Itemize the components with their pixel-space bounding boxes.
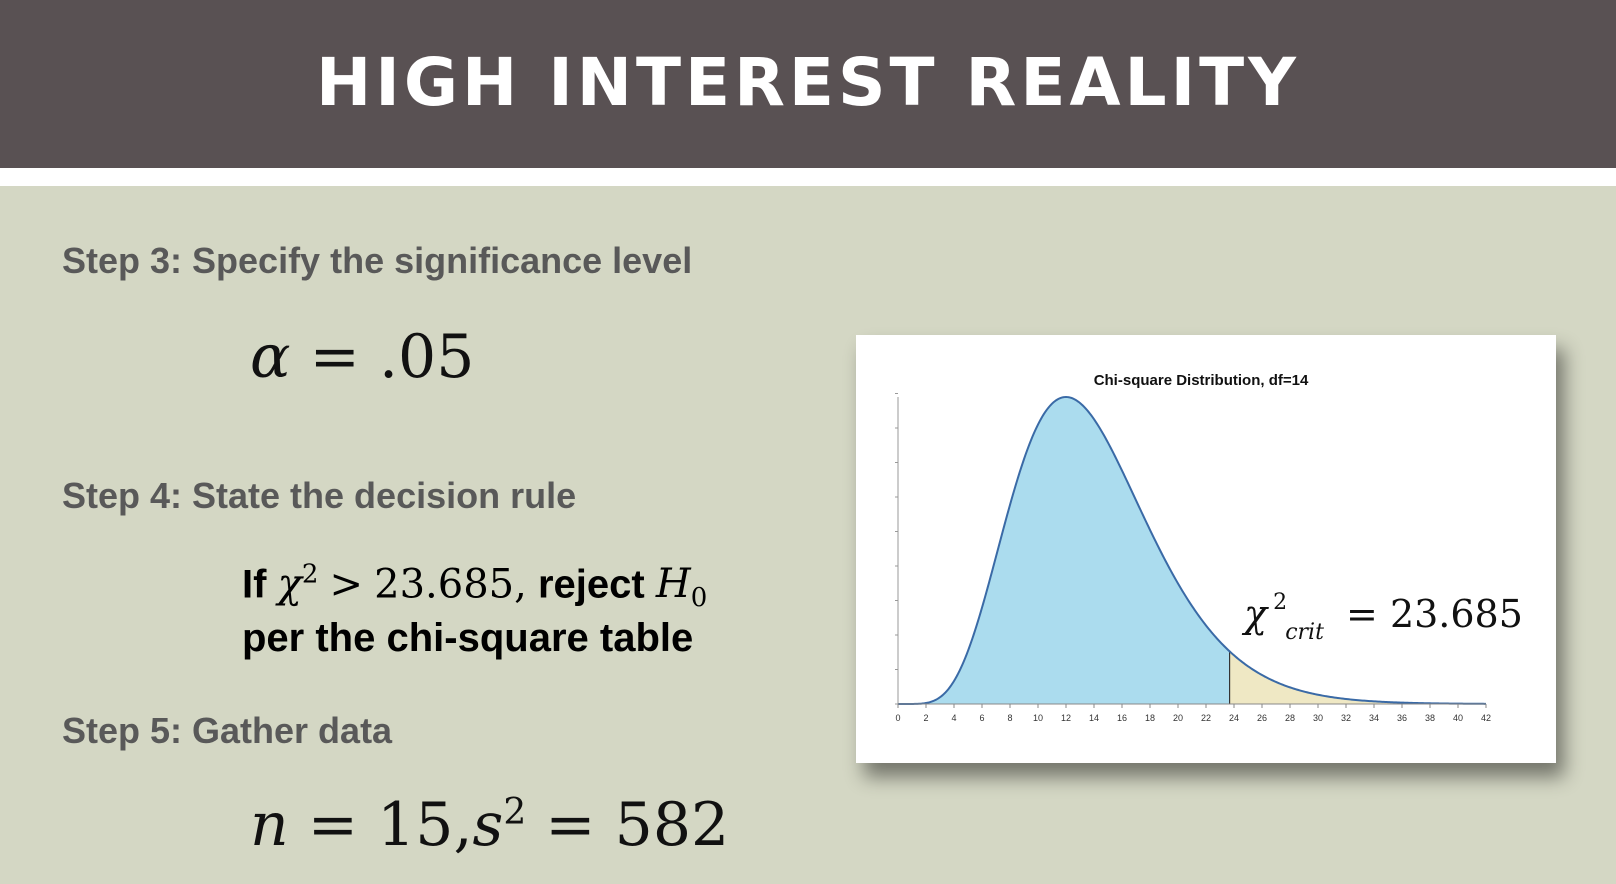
x-tick-label: 24	[1229, 713, 1239, 723]
density-curve	[898, 395, 1487, 705]
gather-eq-2: =	[545, 790, 596, 860]
decision-chi: χ	[277, 561, 302, 608]
annotation-sub: crit	[1285, 620, 1324, 645]
x-tick-label: 10	[1033, 713, 1043, 723]
x-tick-label: 34	[1369, 713, 1379, 723]
x-tick-label: 36	[1397, 713, 1407, 723]
area-body	[898, 397, 1230, 704]
x-tick-label: 8	[1007, 713, 1012, 723]
decision-prefix: If	[242, 562, 267, 607]
x-tick-label: 28	[1285, 713, 1295, 723]
x-tick-label: 14	[1089, 713, 1099, 723]
gather-s-value: 582	[614, 790, 730, 860]
gather-s-sup: 2	[503, 792, 527, 833]
alpha-value: .05	[378, 322, 475, 392]
annotation-chi: χ	[1241, 592, 1269, 636]
x-tick-label: 16	[1117, 713, 1127, 723]
chart-panel: Chi-square Distribution, df=14 0 2 4 6 8 10 12…	[856, 335, 1556, 763]
step-3-label: Step 3: Specify the significance level	[62, 240, 693, 281]
decision-value: 23.685,	[374, 561, 527, 608]
alpha-symbol: α	[250, 322, 291, 392]
gather-eq-1: =	[307, 790, 359, 860]
gather-n: n	[250, 790, 289, 860]
alpha-equals: =	[309, 322, 360, 392]
x-tick-label: 42	[1481, 713, 1491, 723]
step-4-label: Step 4: State the decision rule	[62, 475, 577, 516]
alpha-equation: α = .05	[250, 322, 474, 392]
x-tick-label: 2	[923, 713, 928, 723]
x-tick-label: 6	[979, 713, 984, 723]
decision-rule-line-2: per the chi-square table	[242, 616, 694, 660]
gather-n-value: 15,	[377, 790, 473, 860]
x-tick-label: 30	[1313, 713, 1323, 723]
x-tick-label: 0	[895, 713, 900, 723]
chi-square-chart: Chi-square Distribution, df=14 0 2 4 6 8 10 12…	[895, 372, 1523, 723]
header-bar: HIGH INTEREST REALITY	[0, 0, 1616, 168]
x-tick-label: 18	[1145, 713, 1155, 723]
x-tick-label: 22	[1201, 713, 1211, 723]
x-tick-label: 32	[1341, 713, 1351, 723]
x-tick-label: 38	[1425, 713, 1435, 723]
area-tail	[1229, 651, 1486, 704]
chart-title: Chi-square Distribution, df=14	[1094, 372, 1309, 389]
critical-value-annotation: χ 2 crit = 23.685	[1241, 574, 1523, 648]
annotation-sup: 2	[1273, 590, 1287, 615]
decision-operator: >	[329, 561, 363, 608]
x-tick-label: 4	[951, 713, 956, 723]
x-tick-label: 40	[1453, 713, 1463, 723]
annotation-value: = 23.685	[1346, 592, 1523, 636]
x-tick-label: 20	[1173, 713, 1183, 723]
decision-h-sub: 0	[690, 583, 708, 614]
x-tick-label: 26	[1257, 713, 1267, 723]
decision-h: H	[655, 561, 691, 608]
decision-chi-sup: 2	[301, 560, 319, 590]
page-title: HIGH INTEREST REALITY	[316, 43, 1300, 121]
decision-action: reject	[537, 562, 645, 607]
step-5-label: Step 5: Gather data	[62, 710, 393, 751]
header-divider	[0, 168, 1616, 186]
gather-equation: n = 15,s2 = 582	[250, 790, 729, 860]
gather-s: s	[472, 790, 504, 860]
x-tick-group: 0 2 4 6 8 10 12 14 16 18 20 22 24 26 28 30 32 34 36 38 40 42	[895, 393, 1491, 723]
decision-rule-line-1: If χ2 > 23.685, reject H0	[242, 560, 707, 613]
x-tick-label: 12	[1061, 713, 1071, 723]
